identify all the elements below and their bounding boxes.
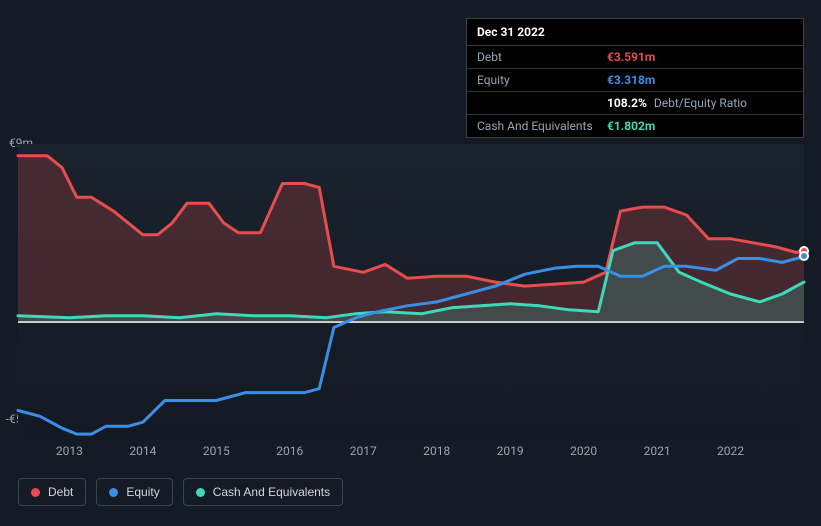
x-axis-label: 2020	[570, 444, 597, 458]
tooltip-row: Equity€3.318m	[467, 69, 803, 92]
legend-label: Cash And Equivalents	[213, 485, 330, 499]
tooltip-row-value: €3.591m	[607, 50, 655, 64]
x-axis-label: 2013	[56, 444, 83, 458]
tooltip-row-label: Equity	[477, 73, 607, 87]
tooltip-row: Debt€3.591m	[467, 46, 803, 69]
x-axis-label: 2022	[717, 444, 744, 458]
chart-legend: Debt Equity Cash And Equivalents	[18, 478, 343, 506]
legend-label: Debt	[48, 485, 73, 499]
chart-plot-area	[18, 144, 804, 440]
tooltip-row-label	[477, 96, 607, 110]
tooltip-row-label: Debt	[477, 50, 607, 64]
x-axis-label: 2014	[129, 444, 156, 458]
tooltip-row-label: Cash And Equivalents	[477, 119, 607, 133]
legend-dot-icon	[109, 488, 118, 497]
tooltip-row-value: €3.318m	[607, 73, 655, 87]
legend-dot-icon	[196, 488, 205, 497]
x-axis-label: 2019	[497, 444, 524, 458]
legend-item-debt[interactable]: Debt	[18, 478, 86, 506]
legend-dot-icon	[31, 488, 40, 497]
tooltip-row: Cash And Equivalents€1.802m	[467, 115, 803, 137]
chart-tooltip: Dec 31 2022 Debt€3.591mEquity€3.318m108.…	[466, 18, 804, 138]
legend-label: Equity	[126, 485, 159, 499]
tooltip-row-value: 108.2% Debt/Equity Ratio	[607, 96, 747, 110]
x-axis-label: 2017	[350, 444, 377, 458]
tooltip-date: Dec 31 2022	[467, 19, 803, 46]
chart-svg	[18, 144, 804, 440]
equity-end-marker	[799, 251, 809, 261]
tooltip-row-extra: Debt/Equity Ratio	[651, 96, 747, 110]
legend-item-equity[interactable]: Equity	[96, 478, 172, 506]
x-axis-label: 2015	[203, 444, 230, 458]
x-axis-label: 2018	[423, 444, 450, 458]
legend-item-cash-and-equivalents[interactable]: Cash And Equivalents	[183, 478, 343, 506]
x-axis-label: 2016	[276, 444, 303, 458]
tooltip-row-value: €1.802m	[607, 119, 655, 133]
tooltip-row: 108.2% Debt/Equity Ratio	[467, 92, 803, 115]
x-axis: 2013 2014 2015 2016 2017 2018 2019 2020 2021 2022	[18, 444, 804, 464]
x-axis-label: 2021	[644, 444, 671, 458]
